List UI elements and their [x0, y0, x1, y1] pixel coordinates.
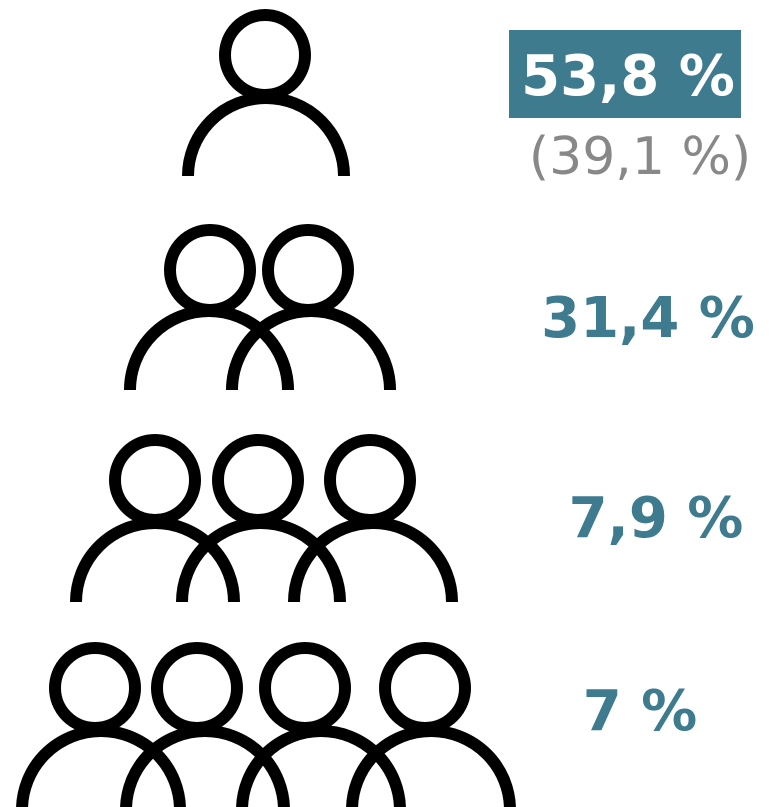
share-label: 53,8 %: [521, 44, 735, 109]
icon-two-persons: [124, 224, 396, 391]
share-label: 31,4 %: [541, 286, 755, 351]
highlight-box: [509, 30, 741, 118]
share-label: 7 %: [583, 679, 698, 744]
icon-three-persons: [70, 434, 458, 603]
comparison-label: (39,1 %): [529, 127, 751, 187]
icon-four-persons: [16, 642, 516, 807]
icon-one-person: [182, 9, 350, 177]
share-label: 7,9 %: [569, 486, 744, 551]
